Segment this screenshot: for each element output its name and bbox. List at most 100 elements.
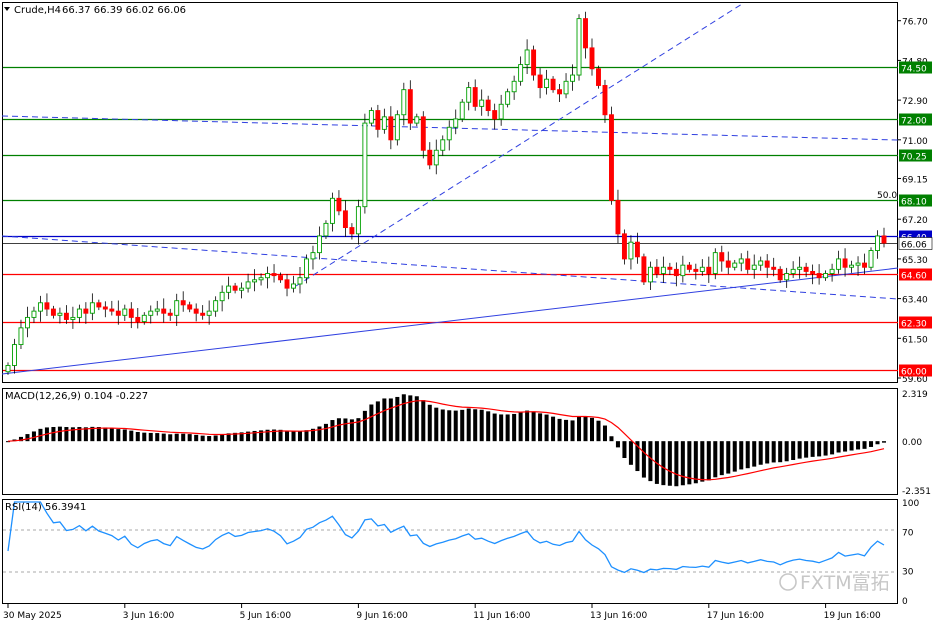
candle-body [70, 316, 76, 320]
macd-bar [881, 441, 887, 443]
candle-body [141, 314, 147, 323]
price-levels [3, 66, 898, 372]
candle-body [245, 281, 251, 289]
macd-bar [187, 434, 192, 442]
macd-bar [661, 441, 666, 486]
rsi-tick-label: 100 [902, 499, 919, 509]
macd-bar [693, 441, 698, 484]
time-tick-label: 30 May 2025 [3, 611, 62, 621]
candle-body [758, 260, 764, 266]
macd-bar [220, 434, 225, 442]
macd-bar [667, 441, 672, 486]
candle-body [213, 300, 219, 312]
macd-bar [460, 409, 465, 442]
macd-bar [648, 441, 653, 482]
level-tag-62.30 [899, 316, 932, 329]
candle-body [784, 273, 790, 281]
macd-bar [336, 418, 341, 442]
macd-bar [77, 427, 82, 442]
macd-bar [700, 441, 705, 482]
time-tick-label: 9 Jun 16:00 [356, 611, 408, 621]
macd-bar [38, 428, 43, 442]
macd-bar [739, 441, 744, 470]
candle-body [667, 266, 673, 270]
macd-bar [615, 441, 620, 448]
macd-axis: 2.319 0.00 -2.351 [902, 390, 931, 497]
macd-bar [784, 441, 789, 462]
candle-body [842, 258, 848, 268]
candle-body [466, 87, 472, 103]
long-support-trendline [1, 267, 899, 375]
macd-tick-label: -2.351 [902, 487, 931, 497]
macd-bar [207, 436, 212, 442]
macd-bar [96, 427, 101, 442]
macd-bar [596, 420, 601, 442]
macd-bar [473, 409, 478, 442]
macd-bar [771, 441, 776, 463]
price-tick-label: 71.00 [902, 137, 928, 147]
macd-bar [382, 398, 387, 442]
candle-body [219, 291, 225, 302]
macd-bar [25, 434, 30, 442]
candle-body [232, 285, 238, 291]
time-tick-label: 3 Jun 16:00 [123, 611, 175, 621]
candle-body [524, 49, 530, 66]
macd-bar [233, 432, 238, 442]
candle-body [44, 302, 50, 310]
dropdown-triangle-icon[interactable] [4, 7, 10, 11]
macd-bar [194, 434, 199, 442]
candle-body [751, 264, 757, 270]
candle-body [329, 197, 335, 224]
macd-bar [713, 441, 718, 478]
time-tick-label: 13 Jun 16:00 [590, 611, 647, 621]
level-tag-text-72.00: 72.00 [901, 117, 927, 127]
time-axis: 30 May 2025 3 Jun 16:00 5 Jun 16:00 9 Jun 1… [3, 604, 881, 621]
macd-bar [856, 441, 861, 450]
macd-bar [810, 441, 815, 457]
macd-bar [421, 400, 426, 442]
candle-body [868, 250, 874, 268]
price-tick-label: 63.40 [902, 296, 928, 306]
candle-body [31, 310, 37, 318]
candle-body [654, 266, 660, 274]
rising-trendline-dashed [295, 3, 743, 287]
candle-body [291, 283, 296, 289]
candle-body [738, 258, 744, 264]
macd-bar [265, 429, 270, 442]
candle-body [810, 270, 816, 274]
level-tag-text-64.60: 64.60 [901, 272, 927, 282]
macd-bar [90, 426, 95, 442]
candle-body [128, 308, 134, 318]
macd-bar [103, 427, 108, 442]
candle-body [712, 252, 718, 274]
watermark-text: FXTM富拓 [800, 572, 890, 594]
macd-bar [142, 432, 147, 442]
macd-bar [323, 423, 328, 442]
candle-body [641, 256, 647, 283]
price-tick-label: 72.90 [902, 97, 928, 107]
candle-body [278, 275, 283, 281]
candle-body [485, 99, 491, 112]
macd-bar [512, 413, 517, 442]
candle-body [193, 308, 199, 314]
macd-bar [719, 441, 724, 476]
level-tag-66.06 [898, 237, 933, 250]
candle-body [37, 302, 43, 312]
macd-bar [551, 416, 556, 442]
candle-body [829, 268, 835, 274]
symbol-label: Crude,H4 [14, 5, 61, 16]
candle-body [583, 18, 588, 49]
macd-tick-label: 2.319 [902, 390, 928, 400]
candle-body [518, 64, 524, 82]
macd-bar [278, 429, 283, 442]
fxtm-logo: FXTM富拓 [779, 572, 890, 594]
candle-body [323, 222, 329, 237]
candle-body [816, 273, 822, 279]
macd-bar [583, 416, 588, 442]
candle-body [777, 268, 783, 281]
candle-body [570, 74, 575, 82]
price-tick-label: 67.20 [902, 216, 928, 226]
macd-bar [726, 441, 731, 474]
candle-body [115, 310, 121, 316]
macd-bar [401, 394, 406, 442]
